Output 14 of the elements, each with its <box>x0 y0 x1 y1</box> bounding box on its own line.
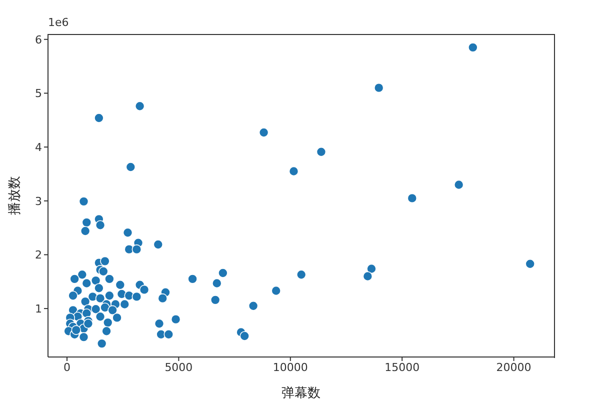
x-axis-title: 弹幕数 <box>282 386 320 401</box>
text: 1e6 <box>48 16 69 29</box>
y-tick-label: 6 <box>35 33 42 46</box>
x-tick-label: 20000 <box>496 360 532 374</box>
x-tick-label: 15000 <box>384 360 420 374</box>
y-tick-label: 2 <box>35 248 42 262</box>
x-tick-label: 10000 <box>272 360 308 374</box>
y-tick-label: 4 <box>35 140 42 154</box>
y-tick-label: 1 <box>35 302 42 316</box>
y-axis-title: 播放数 <box>8 176 23 215</box>
x-tick-label: 0 <box>63 360 70 374</box>
y-tick-label: 5 <box>35 87 42 100</box>
x-tick-label: 5000 <box>164 360 193 374</box>
y-tick-label: 3 <box>35 194 42 208</box>
